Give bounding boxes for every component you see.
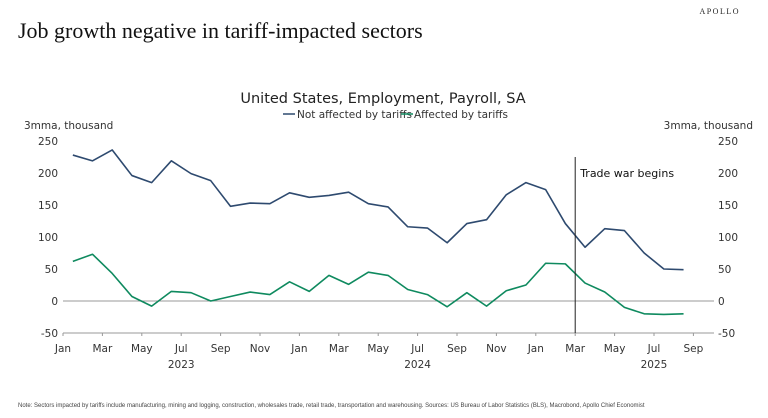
x-tick-label: May (367, 343, 389, 355)
y-tick-label-right: 100 (718, 232, 738, 244)
y-tick-label-right: 250 (718, 136, 738, 148)
x-tick-label: Jul (174, 343, 188, 355)
apollo-logo: APOLLO (699, 7, 740, 16)
y-tick-label-left: 250 (38, 136, 58, 148)
x-tick-label: May (131, 343, 153, 355)
y-tick-label-right: 0 (718, 296, 725, 308)
y-tick-label-left: 0 (51, 296, 58, 308)
y-tick-label-left: 200 (38, 168, 58, 180)
x-tick-label: Jan (290, 343, 307, 355)
x-tick-label: Sep (684, 343, 704, 355)
x-tick-label: Jan (54, 343, 71, 355)
series-line-not-affected (72, 149, 684, 271)
year-label: 2025 (641, 359, 668, 371)
x-tick-label: Jul (410, 343, 424, 355)
y-axis-label-right: 3mma, thousand (664, 120, 753, 132)
x-tick-label: Mar (92, 343, 112, 355)
y-axis-label-left: 3mma, thousand (24, 120, 113, 132)
x-tick-label: Sep (447, 343, 467, 355)
y-tick-label-right: -50 (718, 328, 735, 340)
y-tick-label-right: 150 (718, 200, 738, 212)
y-tick-label-left: 100 (38, 232, 58, 244)
y-tick-label-left: 50 (45, 264, 58, 276)
y-tick-label-right: 50 (718, 264, 731, 276)
x-tick-label: Nov (486, 343, 507, 355)
x-tick-label: Jul (647, 343, 661, 355)
x-tick-label: Mar (565, 343, 585, 355)
y-tick-label-left: 150 (38, 200, 58, 212)
x-tick-label: May (604, 343, 626, 355)
chart-title: United States, Employment, Payroll, SA (240, 91, 525, 107)
y-tick-label-left: -50 (41, 328, 58, 340)
series-line-affected (72, 253, 684, 316)
x-tick-label: Jan (527, 343, 544, 355)
y-tick-label-right: 200 (718, 168, 738, 180)
x-tick-label: Nov (250, 343, 271, 355)
page-title: Job growth negative in tariff-impacted s… (18, 18, 423, 43)
legend-label-not-affected: Not affected by tariffs (297, 109, 412, 121)
year-label: 2023 (168, 359, 195, 371)
trade-war-label: Trade war begins (579, 167, 674, 180)
year-label: 2024 (404, 359, 431, 371)
legend-label-affected: Affected by tariffs (414, 109, 508, 121)
x-tick-label: Sep (211, 343, 231, 355)
legend: Not affected by tariffs Affected by tari… (283, 109, 508, 121)
footnote: Note: Sectors impacted by tariffs includ… (18, 403, 645, 409)
x-tick-label: Mar (329, 343, 349, 355)
